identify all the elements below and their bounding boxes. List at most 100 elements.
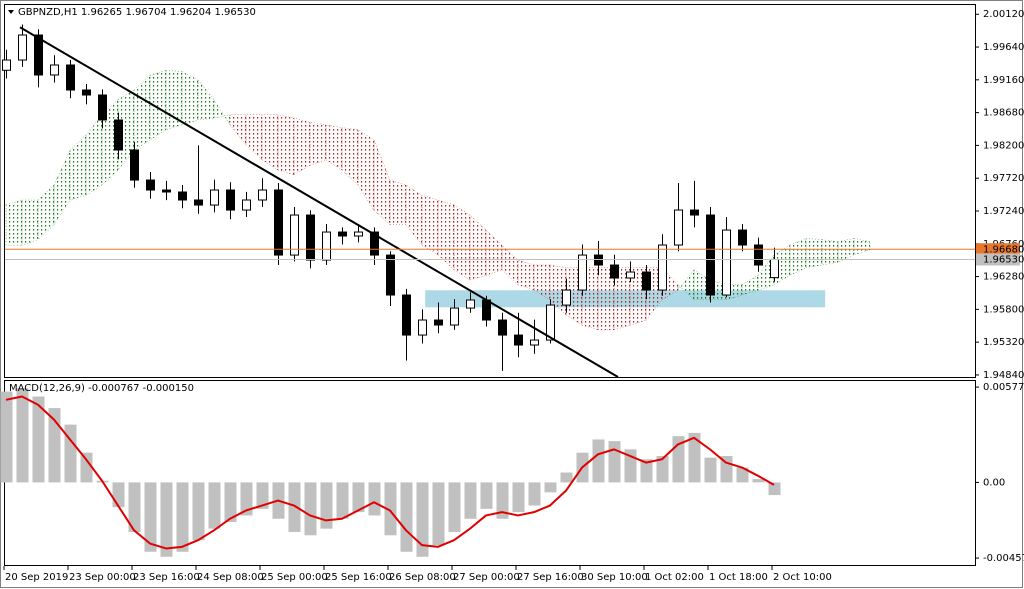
candle-body	[34, 34, 43, 76]
price-level-label: 1.96680	[983, 244, 1024, 255]
cloud-segment	[853, 238, 871, 255]
cloud-segment	[389, 179, 407, 225]
macd-bar	[224, 482, 237, 523]
cloud-segment	[533, 264, 551, 301]
price-panel	[4, 4, 976, 378]
candle-body	[226, 189, 235, 211]
macd-bar	[320, 482, 333, 529]
macd-bar	[304, 482, 317, 536]
candle-body	[306, 214, 315, 261]
candle-body	[498, 319, 507, 336]
candle-body	[610, 264, 619, 279]
cloud-segment	[341, 127, 359, 186]
macd-bar	[160, 482, 173, 557]
candle-body	[434, 319, 443, 326]
macd-bar	[16, 388, 29, 483]
candle-body	[482, 299, 491, 321]
macd-bar	[752, 479, 765, 483]
cloud-segment	[677, 269, 695, 301]
candle-body	[274, 189, 283, 256]
macd-bar	[80, 452, 93, 483]
macd-bar	[240, 482, 253, 516]
candle-body	[450, 307, 459, 326]
cloud-segment	[373, 139, 391, 226]
cloud-segment	[501, 244, 519, 286]
y-tick-label: 1.97240	[983, 206, 1024, 217]
candle-body	[546, 304, 555, 341]
cloud-segment	[213, 98, 231, 126]
macd-bar	[640, 459, 653, 483]
candle-body	[82, 89, 91, 96]
candle-body	[130, 149, 139, 181]
cloud-segment	[245, 114, 263, 161]
candle-body	[562, 289, 571, 306]
x-tick-label: 25 Sep 16:00	[325, 572, 392, 583]
x-tick-label: 23 Sep 16:00	[133, 572, 200, 583]
cloud-segment	[197, 79, 215, 121]
y-tick-label: 1.98680	[983, 108, 1024, 119]
menu-arrow[interactable]	[8, 10, 14, 14]
macd-bar	[448, 482, 461, 532]
macd-bar	[608, 441, 621, 483]
macd-bar	[464, 482, 477, 519]
y-tick-label: -0.004578	[983, 553, 1024, 564]
cloud-segment	[837, 238, 855, 263]
macd-bar	[64, 424, 77, 483]
candle-body	[722, 229, 731, 296]
candle-body	[658, 244, 667, 291]
candle-body	[770, 258, 779, 279]
candle-body	[466, 299, 475, 309]
candle-body	[754, 244, 763, 266]
candle-body	[418, 319, 427, 336]
candle-body	[530, 339, 539, 346]
macd-bar	[48, 408, 61, 483]
candle-body	[194, 199, 203, 206]
candle-body	[674, 209, 683, 246]
cloud-segment	[181, 71, 199, 126]
macd-bar	[528, 482, 541, 506]
macd-bar	[704, 457, 717, 483]
cloud-segment	[357, 129, 375, 212]
candle-body	[738, 229, 747, 246]
candle-body	[242, 199, 251, 211]
x-tick-label: 23 Sep 00:00	[69, 572, 136, 583]
candle-body	[354, 231, 363, 237]
candle-body	[322, 231, 331, 261]
y-tick-label: 1.95800	[983, 304, 1024, 315]
candle-body	[594, 254, 603, 266]
cloud-segment	[229, 114, 247, 146]
candle-body	[578, 254, 587, 291]
y-tick-label: 1.98200	[983, 140, 1024, 151]
x-tick-label: 25 Sep 00:00	[261, 572, 328, 583]
cloud-segment	[133, 74, 151, 151]
price-level-box	[976, 253, 1020, 266]
candle-body	[258, 189, 267, 201]
candle-body	[690, 209, 699, 216]
x-tick-label: 20 Sep 2019	[5, 572, 68, 583]
y-tick-label: 1.99160	[983, 75, 1024, 86]
macd-bar	[592, 439, 605, 483]
candle-body	[162, 189, 171, 193]
cloud-segment	[69, 134, 87, 201]
cloud-segment	[53, 150, 71, 226]
cloud-segment	[789, 238, 807, 276]
macd-bar	[416, 482, 429, 557]
macd-bar	[288, 482, 301, 532]
y-tick-label: 1.97720	[983, 173, 1024, 184]
macd-bar	[688, 432, 701, 483]
macd-bar	[480, 482, 493, 509]
cloud-segment	[469, 214, 487, 281]
macd-bar	[256, 482, 269, 509]
y-tick-label: 1.94840	[983, 370, 1024, 381]
macd-title: MACD(12,26,9) -0.000767 -0.000150	[9, 383, 194, 394]
candle-body	[66, 64, 75, 91]
macd-bar	[560, 472, 573, 483]
macd-bar	[720, 455, 733, 483]
cloud-segment	[421, 195, 439, 256]
candle-body	[2, 59, 11, 71]
price-level-box	[976, 243, 1020, 256]
cloud-segment	[5, 199, 23, 246]
cloud-segment	[613, 267, 631, 331]
y-tick-label: 0.00	[983, 477, 1005, 488]
cloud-segment	[821, 239, 839, 266]
